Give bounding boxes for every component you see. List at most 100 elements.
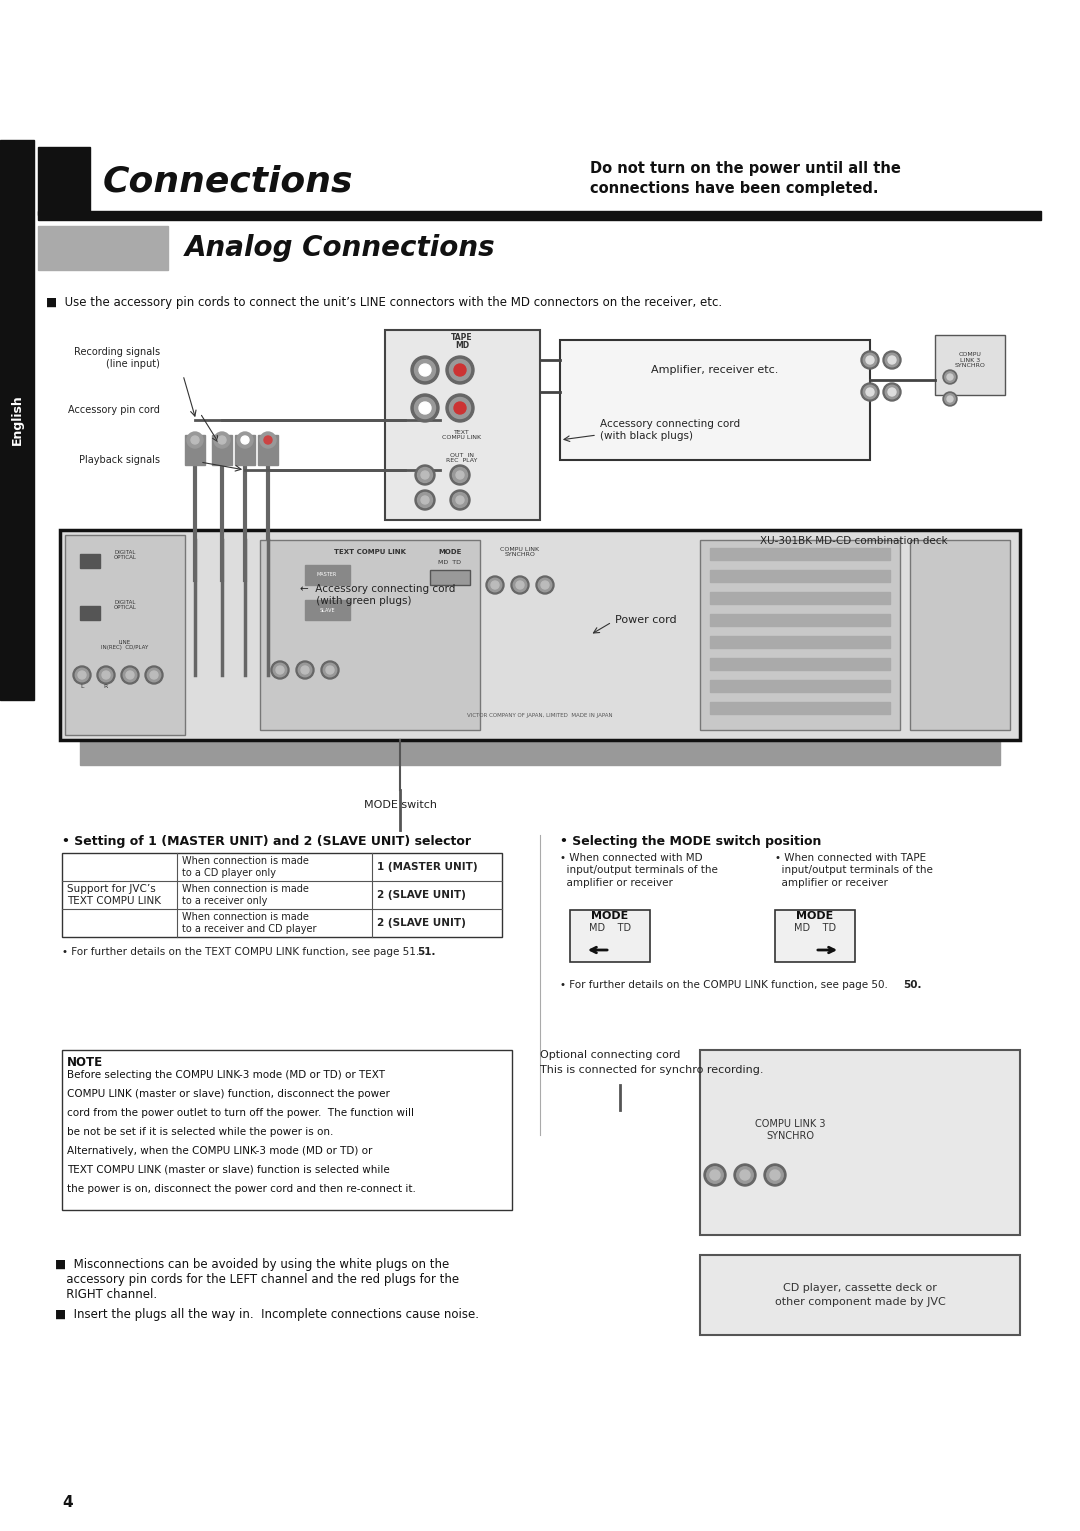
Text: When connection is made
to a receiver only: When connection is made to a receiver on… (183, 885, 309, 906)
Circle shape (456, 496, 464, 504)
Circle shape (710, 1170, 720, 1180)
Circle shape (418, 493, 432, 507)
Circle shape (486, 576, 504, 594)
Bar (710, 658, 890, 671)
Circle shape (421, 472, 429, 479)
Circle shape (218, 436, 226, 444)
Bar (775, 909, 855, 961)
Text: MASTER: MASTER (316, 573, 337, 577)
Circle shape (411, 393, 438, 423)
Bar (710, 570, 890, 582)
Circle shape (99, 668, 112, 681)
Text: TEXT
COMPU LINK: TEXT COMPU LINK (443, 430, 482, 441)
Circle shape (516, 580, 524, 589)
Text: When connection is made
to a CD player only: When connection is made to a CD player o… (183, 856, 309, 877)
Circle shape (886, 386, 899, 398)
Text: be not be set if it is selected while the power is on.: be not be set if it is selected while th… (67, 1127, 334, 1138)
Circle shape (888, 357, 896, 364)
Circle shape (454, 364, 465, 377)
Circle shape (767, 1167, 783, 1183)
Circle shape (126, 671, 134, 680)
Text: RIGHT channel.: RIGHT channel. (55, 1288, 157, 1301)
Text: COMPU LINK (master or slave) function, disconnect the power: COMPU LINK (master or slave) function, d… (67, 1089, 390, 1099)
Circle shape (449, 398, 471, 418)
Bar (38, 211, 1041, 220)
Bar (80, 554, 100, 568)
Circle shape (191, 436, 199, 444)
Text: TEXT COMPU LINK (master or slave) function is selected while: TEXT COMPU LINK (master or slave) functi… (67, 1165, 390, 1174)
Bar (80, 606, 100, 620)
Bar (561, 340, 870, 459)
Circle shape (241, 436, 249, 444)
Circle shape (298, 663, 312, 677)
Text: 2 (SLAVE UNIT): 2 (SLAVE UNIT) (377, 919, 465, 928)
Text: • When connected with MD
  input/output terminals of the
  amplifier or receiver: • When connected with MD input/output te… (561, 853, 718, 888)
Circle shape (76, 668, 89, 681)
Bar (62, 853, 502, 937)
Text: When connection is made
to a receiver and CD player: When connection is made to a receiver an… (183, 912, 316, 934)
Bar (935, 335, 1005, 395)
Circle shape (861, 351, 879, 369)
Text: Analog Connections: Analog Connections (185, 234, 496, 262)
Circle shape (237, 432, 253, 449)
Circle shape (214, 432, 230, 449)
Text: TAPE: TAPE (451, 334, 473, 343)
Circle shape (421, 496, 429, 504)
Circle shape (446, 393, 474, 423)
Text: L: L (80, 684, 84, 689)
Circle shape (536, 576, 554, 594)
Bar (235, 435, 255, 465)
Text: R: R (104, 684, 108, 689)
Text: MD: MD (455, 341, 469, 351)
Circle shape (418, 467, 432, 482)
Text: ■  Use the accessory pin cords to connect the unit’s LINE connectors with the MD: ■ Use the accessory pin cords to connect… (46, 295, 723, 309)
Text: • When connected with TAPE
  input/output terminals of the
  amplifier or receiv: • When connected with TAPE input/output … (775, 853, 933, 888)
Circle shape (770, 1170, 780, 1180)
Bar (710, 592, 890, 605)
Text: SLAVE: SLAVE (320, 608, 335, 612)
Text: Connections: Connections (103, 165, 353, 199)
Text: COMPU
LINK 3
SYNCHRO: COMPU LINK 3 SYNCHRO (955, 352, 985, 369)
Bar (212, 435, 232, 465)
Text: 4: 4 (62, 1494, 72, 1510)
Circle shape (273, 663, 287, 677)
Text: 51.: 51. (417, 948, 435, 957)
Bar (710, 635, 890, 648)
Bar (258, 435, 278, 465)
Bar (710, 703, 890, 713)
Circle shape (264, 436, 272, 444)
Circle shape (123, 668, 137, 681)
Bar (62, 1050, 512, 1209)
Text: XU-301BK MD-CD combination deck: XU-301BK MD-CD combination deck (760, 536, 947, 547)
Circle shape (883, 351, 901, 369)
Text: Optional connecting cord: Optional connecting cord (540, 1050, 680, 1059)
Circle shape (97, 666, 114, 684)
Text: Power cord: Power cord (615, 615, 677, 625)
Bar (710, 548, 890, 560)
Text: COMPU LINK
SYNCHRO: COMPU LINK SYNCHRO (500, 547, 540, 557)
Circle shape (513, 579, 527, 592)
Circle shape (740, 1170, 750, 1180)
Text: 2 (SLAVE UNIT): 2 (SLAVE UNIT) (377, 890, 465, 900)
Bar (710, 614, 890, 626)
Circle shape (102, 671, 110, 680)
Circle shape (301, 666, 309, 674)
Text: DIGITAL
OPTICAL: DIGITAL OPTICAL (113, 600, 136, 611)
Circle shape (861, 383, 879, 401)
Circle shape (73, 666, 91, 684)
Circle shape (187, 432, 203, 449)
Text: MD    TD: MD TD (589, 923, 631, 932)
Circle shape (863, 354, 877, 367)
Text: • For further details on the COMPU LINK function, see page ​50.: • For further details on the COMPU LINK … (561, 980, 888, 991)
Circle shape (883, 383, 901, 401)
Text: English: English (11, 395, 24, 446)
Bar (570, 909, 650, 961)
Circle shape (321, 661, 339, 680)
Bar (305, 600, 350, 620)
Text: accessory pin cords for the LEFT channel and the red plugs for the: accessory pin cords for the LEFT channel… (55, 1272, 459, 1286)
Bar (430, 570, 470, 585)
Circle shape (541, 580, 549, 589)
Text: 50.: 50. (903, 980, 921, 991)
Text: Recording signals
(line input): Recording signals (line input) (73, 348, 160, 369)
Text: • Setting of 1 (MASTER UNIT) and 2 (SLAVE UNIT) selector: • Setting of 1 (MASTER UNIT) and 2 (SLAV… (62, 834, 471, 848)
